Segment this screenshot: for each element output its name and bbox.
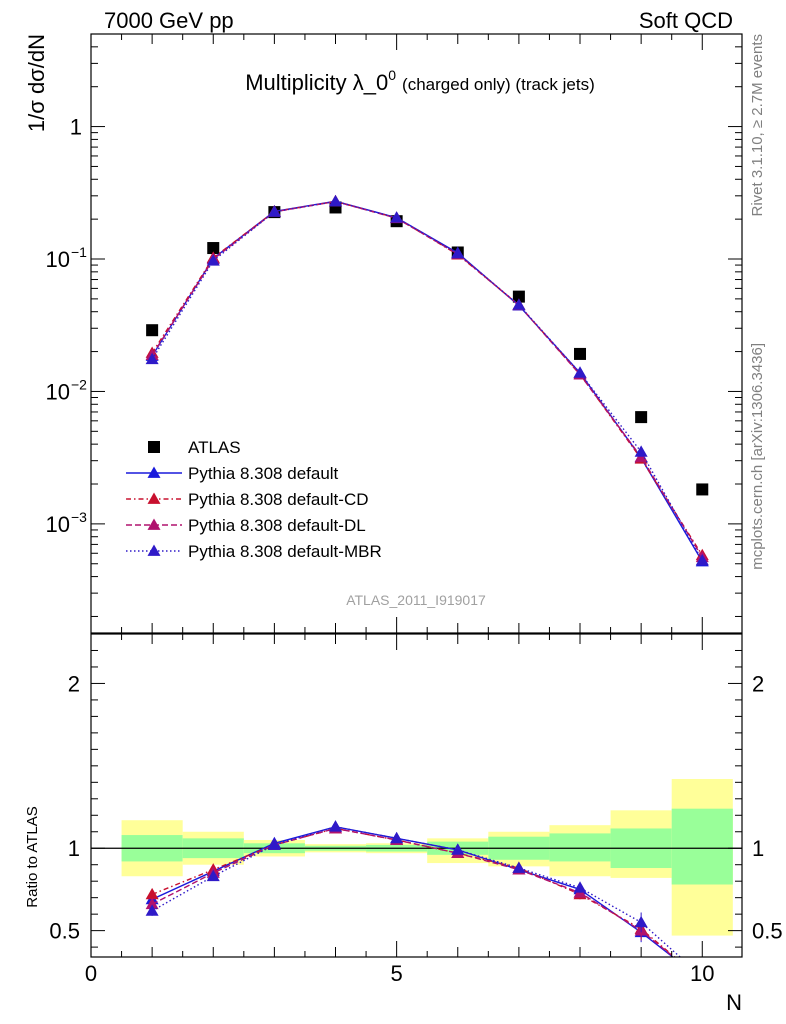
ratio-y-tick-label-right-3: 2 <box>752 671 764 696</box>
main-y-axis-label: 1/σ dσ/dN <box>24 34 49 132</box>
point-atlas-9 <box>635 411 648 424</box>
ratio-point-pythia-8-308-default-mbr-6 <box>451 843 465 855</box>
point-atlas-1 <box>146 324 159 337</box>
point-pythia-8-308-default-mbr-8 <box>573 366 587 378</box>
ratio-band-inner-10 <box>671 808 733 885</box>
side-label-mcplots: mcplots.cern.ch [arXiv:1306.3436] <box>749 343 766 570</box>
ratio-y-tick-label-right-2: 1 <box>752 836 764 861</box>
legend-marker-atlas <box>148 441 160 453</box>
plot-title-main: Multiplicity λ_0 <box>245 70 388 95</box>
ratio-y-tick-label-2: 1 <box>68 836 80 861</box>
legend: ATLAS Pythia 8.308 default Pythia 8.308 de… <box>126 438 382 561</box>
point-pythia-8-308-default-mbr-5 <box>390 211 404 223</box>
x-axis-label: N <box>726 990 742 1015</box>
series-line-pythia-8-308-default-dl <box>151 200 703 558</box>
legend-marker-pythia-8-308-default-mbr <box>147 544 161 556</box>
ratio-line-pythia-8-308-default-dl <box>151 827 675 957</box>
point-pythia-8-308-default-mbr-9 <box>634 445 648 457</box>
point-pythia-8-308-default-mbr-1 <box>145 352 159 365</box>
ratio-y-tick-label-1: 0.5 <box>49 919 80 944</box>
ratio-y-axis-label: Ratio to ATLAS <box>24 806 41 907</box>
ratio-point-pythia-8-308-default-mbr-3 <box>267 838 281 850</box>
point-atlas-2 <box>207 242 220 255</box>
ratio-point-pythia-8-308-default-mbr-7 <box>512 861 526 873</box>
ratio-point-pythia-8-308-default-mbr-4 <box>329 820 343 832</box>
point-pythia-8-308-default-mbr-3 <box>267 205 281 217</box>
main-y-tick-label-1: 1 <box>70 115 82 140</box>
main-y-axis: 110−110−210−3 <box>46 33 742 633</box>
ratio-point-pythia-8-308-default-mbr-2 <box>206 869 220 882</box>
x-tick-label-2: 5 <box>391 961 403 986</box>
energy-label: 7000 GeV pp <box>104 8 234 33</box>
legend-marker-pythia-8-308-default <box>147 466 161 478</box>
point-pythia-8-308-default-mbr-10 <box>695 553 709 566</box>
x-tick-label-1: 0 <box>85 961 97 986</box>
plot-title-sup: 0 <box>388 67 396 83</box>
ratio-axes: 0 5 10 0.5 0.5 1 1 2 2 <box>49 634 783 986</box>
point-pythia-8-308-default-mbr-6 <box>451 247 465 259</box>
main-y-tick-label-3: 10 <box>46 379 70 404</box>
plot-title: Multiplicity λ_00 (charged only) (track j… <box>245 67 595 95</box>
x-tick-label-3: 10 <box>690 961 714 986</box>
point-pythia-8-308-default-mbr-7 <box>512 298 526 310</box>
point-atlas-8 <box>574 347 587 360</box>
process-label: Soft QCD <box>639 8 733 33</box>
legend-marker-pythia-8-308-default-dl <box>147 518 161 530</box>
legend-label-atlas: ATLAS <box>188 438 241 457</box>
main-panel-frame <box>90 33 743 634</box>
legend-label-pythia-8-308-default-dl: Pythia 8.308 default-DL <box>188 516 366 535</box>
watermark: ATLAS_2011_I919017 <box>346 592 486 608</box>
ratio-point-pythia-8-308-default-mbr-5 <box>390 831 404 844</box>
side-label-rivet: Rivet 3.1.10, ≥ 2.7M events <box>749 34 766 217</box>
ratio-line-pythia-8-308-default <box>151 826 674 957</box>
main-panel: Multiplicity λ_00 (charged only) (track j… <box>24 33 743 634</box>
main-y-tick-label-2: 10 <box>46 247 70 272</box>
legend-label-pythia-8-308-default-cd: Pythia 8.308 default-CD <box>188 490 369 509</box>
legend-label-pythia-8-308-default-mbr: Pythia 8.308 default-MBR <box>188 542 382 561</box>
point-atlas-7 <box>512 290 525 303</box>
main-y-tick-label-exp-3: −2 <box>71 376 87 392</box>
main-y-tick-label-4: 10 <box>46 512 70 537</box>
ratio-panel-frame <box>90 633 743 958</box>
point-atlas-10 <box>696 483 709 496</box>
ratio-point-pythia-8-308-default-mbr-8 <box>573 881 587 893</box>
ratio-point-pythia-8-308-default-cd-1 <box>145 887 159 900</box>
plot-title-suffix: (charged only) (track jets) <box>402 75 595 94</box>
ratio-line-pythia-8-308-default-mbr <box>151 826 682 957</box>
point-pythia-8-308-default-mbr-4 <box>329 194 343 207</box>
legend-label-pythia-8-308-default: Pythia 8.308 default <box>188 464 339 483</box>
legend-marker-pythia-8-308-default-cd <box>147 492 161 504</box>
ratio-point-pythia-8-308-default-mbr-1 <box>145 904 159 916</box>
ratio-panel: 0 5 10 0.5 0.5 1 1 2 2 Ratio to ATLAS N <box>24 633 783 1015</box>
point-pythia-8-308-default-mbr-2 <box>206 254 220 266</box>
ratio-y-tick-label-3: 2 <box>68 671 80 696</box>
ratio-point-pythia-8-308-default-mbr-9 <box>634 915 648 928</box>
ratio-y-tick-label-right-1: 0.5 <box>752 919 783 944</box>
main-y-tick-label-exp-4: −3 <box>71 509 87 525</box>
main-y-tick-label-exp-2: −1 <box>71 244 87 260</box>
ratio-point-pythia-8-308-default-dl-1 <box>145 897 159 910</box>
ratio-band-inner-8 <box>549 833 611 862</box>
